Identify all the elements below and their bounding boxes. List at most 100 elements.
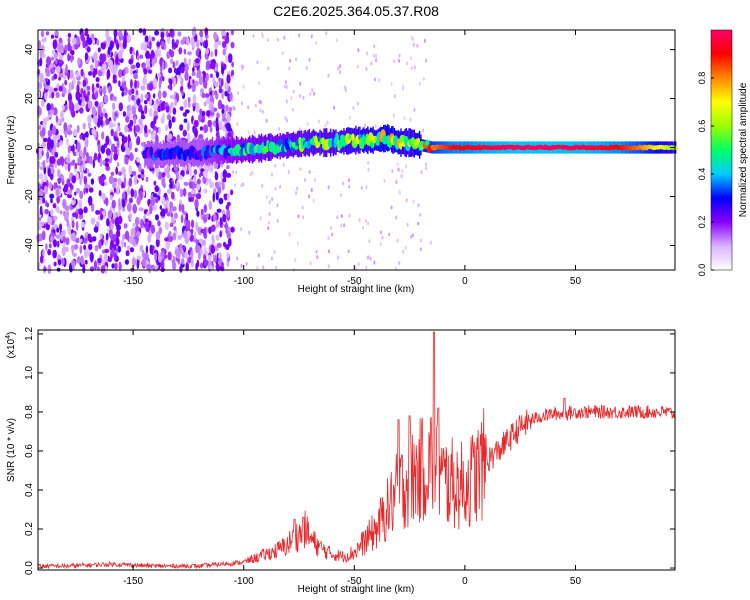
noise-speckle <box>212 192 215 203</box>
noise-speckle <box>70 184 74 190</box>
noise-speckle <box>91 106 97 116</box>
noise-speckle <box>215 117 219 126</box>
noise-speckle <box>137 174 142 179</box>
noise-speckle <box>417 203 420 208</box>
spectrogram-y-label: Frequency (Hz) <box>6 116 17 185</box>
noise-speckle <box>236 122 239 127</box>
noise-speckle <box>216 208 222 213</box>
noise-speckle <box>207 119 212 128</box>
noise-speckle <box>96 220 99 227</box>
noise-speckle <box>226 209 231 218</box>
noise-speckle <box>366 255 369 260</box>
noise-speckle <box>178 47 183 55</box>
noise-speckle <box>143 68 148 75</box>
noise-speckle <box>56 65 61 74</box>
noise-speckle <box>44 91 47 101</box>
noise-speckle <box>171 38 175 48</box>
noise-speckle <box>118 198 121 207</box>
noise-speckle <box>327 185 330 190</box>
noise-speckle <box>105 148 111 156</box>
colorbar-tick-label: 0.4 <box>697 168 707 181</box>
noise-speckle <box>398 190 401 195</box>
spectrogram-noise-region <box>35 26 432 275</box>
noise-speckle <box>192 79 195 84</box>
noise-speckle <box>132 238 136 247</box>
spectrogram-x-label: Height of straight line (km) <box>298 284 415 295</box>
noise-speckle <box>60 110 64 120</box>
noise-speckle <box>318 119 321 124</box>
noise-speckle <box>301 205 304 210</box>
noise-speckle <box>129 46 133 55</box>
noise-speckle <box>223 241 226 247</box>
noise-speckle <box>47 264 52 275</box>
noise-speckle <box>419 247 422 252</box>
noise-speckle <box>247 105 250 110</box>
noise-speckle <box>108 120 113 129</box>
noise-speckle <box>295 191 298 195</box>
noise-speckle <box>245 262 248 266</box>
noise-speckle <box>87 100 93 110</box>
noise-speckle <box>212 90 215 97</box>
noise-speckle <box>288 66 291 71</box>
noise-speckle <box>193 169 198 175</box>
noise-speckle <box>38 124 42 131</box>
noise-speckle <box>45 31 50 36</box>
noise-speckle <box>211 234 215 243</box>
noise-speckle <box>396 238 399 243</box>
noise-speckle <box>406 61 409 66</box>
noise-speckle <box>123 241 127 248</box>
noise-speckle <box>310 34 313 39</box>
noise-speckle <box>153 110 158 116</box>
noise-speckle <box>148 82 154 91</box>
noise-speckle <box>146 58 150 68</box>
noise-speckle <box>177 31 182 37</box>
noise-speckle <box>157 171 163 180</box>
noise-speckle <box>206 110 211 117</box>
noise-speckle <box>220 104 225 110</box>
noise-speckle <box>145 223 150 232</box>
noise-speckle <box>423 38 426 43</box>
noise-speckle <box>395 215 398 220</box>
noise-speckle <box>84 95 88 101</box>
noise-speckle <box>311 88 314 93</box>
noise-speckle <box>210 50 214 58</box>
noise-speckle <box>58 37 63 44</box>
noise-speckle <box>132 106 136 116</box>
noise-speckle <box>308 57 311 62</box>
noise-speckle <box>145 176 149 183</box>
noise-speckle <box>261 32 264 36</box>
noise-speckle <box>108 229 113 239</box>
noise-speckle <box>98 190 102 197</box>
noise-speckle <box>281 51 284 56</box>
noise-speckle <box>52 39 57 50</box>
noise-speckle <box>72 144 75 154</box>
ridge-point <box>425 139 430 147</box>
noise-speckle <box>63 122 68 132</box>
noise-speckle <box>310 188 313 193</box>
noise-speckle <box>179 188 184 198</box>
noise-speckle <box>143 44 148 52</box>
noise-speckle <box>116 229 121 238</box>
noise-speckle <box>53 224 59 229</box>
noise-speckle <box>141 110 144 115</box>
noise-speckle <box>168 133 173 140</box>
noise-speckle <box>44 77 49 82</box>
noise-speckle <box>268 200 271 205</box>
noise-speckle <box>44 208 49 215</box>
noise-speckle <box>128 94 131 103</box>
noise-speckle <box>147 129 152 134</box>
noise-speckle <box>136 98 141 106</box>
noise-speckle <box>372 53 375 58</box>
noise-speckle <box>87 114 92 124</box>
noise-speckle <box>140 93 144 103</box>
noise-speckle <box>180 77 184 87</box>
noise-speckle <box>221 40 227 49</box>
noise-speckle <box>339 70 341 75</box>
noise-speckle <box>86 85 91 91</box>
noise-speckle <box>122 75 125 83</box>
noise-speckle <box>348 115 351 120</box>
noise-speckle <box>169 207 172 214</box>
noise-speckle <box>186 121 190 132</box>
noise-speckle <box>204 93 210 99</box>
noise-speckle <box>132 171 137 176</box>
